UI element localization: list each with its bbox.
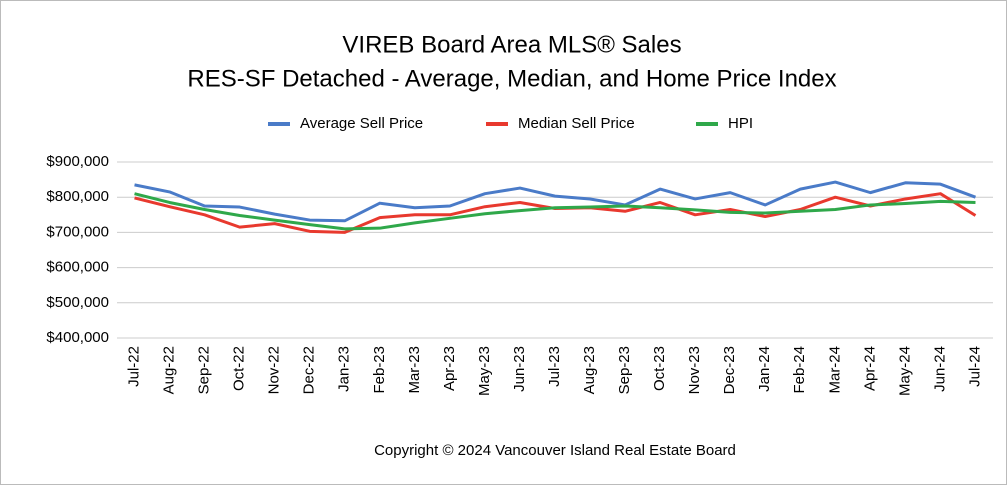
legend-label: HPI xyxy=(728,115,753,132)
y-tick-label: $500,000 xyxy=(46,294,109,311)
x-tick-label: Oct-23 xyxy=(651,346,668,391)
x-tick-label: Aug-22 xyxy=(161,346,178,394)
x-tick-label: Dec-23 xyxy=(721,346,738,394)
series-line xyxy=(134,180,977,223)
x-tick-label: May-24 xyxy=(896,346,913,396)
legend-label: Average Sell Price xyxy=(300,115,423,132)
x-tick-label: Feb-24 xyxy=(791,346,808,394)
chart-subtitle: RES-SF Detached - Average, Median, and H… xyxy=(187,65,836,92)
x-tick-label: Apr-23 xyxy=(441,346,458,391)
x-tick-label: Sep-23 xyxy=(616,346,633,394)
x-tick-label: Jul-23 xyxy=(546,346,563,387)
x-tick-label: Feb-23 xyxy=(371,346,388,394)
x-tick-label: May-23 xyxy=(476,346,493,396)
chart-title: VIREB Board Area MLS® Sales xyxy=(342,31,681,58)
x-tick-label: Oct-22 xyxy=(231,346,248,391)
x-tick-label: Sep-22 xyxy=(196,346,213,394)
y-tick-label: $600,000 xyxy=(46,259,109,276)
x-tick-label: Jun-23 xyxy=(511,346,528,392)
x-tick-label: Dec-22 xyxy=(301,346,318,394)
x-tick-label: Nov-22 xyxy=(266,346,283,394)
series-line xyxy=(134,192,976,231)
y-tick-label: $900,000 xyxy=(46,153,109,170)
x-tick-label: Jul-24 xyxy=(966,346,983,387)
y-tick-label: $800,000 xyxy=(46,188,109,205)
x-tick-label: Apr-24 xyxy=(861,346,878,391)
x-tick-label: Jan-23 xyxy=(336,346,353,392)
x-tick-label: Jan-24 xyxy=(756,346,773,392)
legend-label: Median Sell Price xyxy=(518,115,635,132)
footer: Copyright © 2024 Vancouver Island Real E… xyxy=(374,442,736,459)
x-tick-label: Mar-23 xyxy=(406,346,423,394)
x-tick-label: Mar-24 xyxy=(826,346,843,394)
x-tick-label: Aug-23 xyxy=(581,346,598,394)
x-tick-label: Nov-23 xyxy=(686,346,703,394)
x-tick-label: Jun-24 xyxy=(931,346,948,392)
y-tick-label: $400,000 xyxy=(46,329,109,346)
x-tick-label: Jul-22 xyxy=(125,346,142,387)
y-tick-label: $700,000 xyxy=(46,223,109,240)
